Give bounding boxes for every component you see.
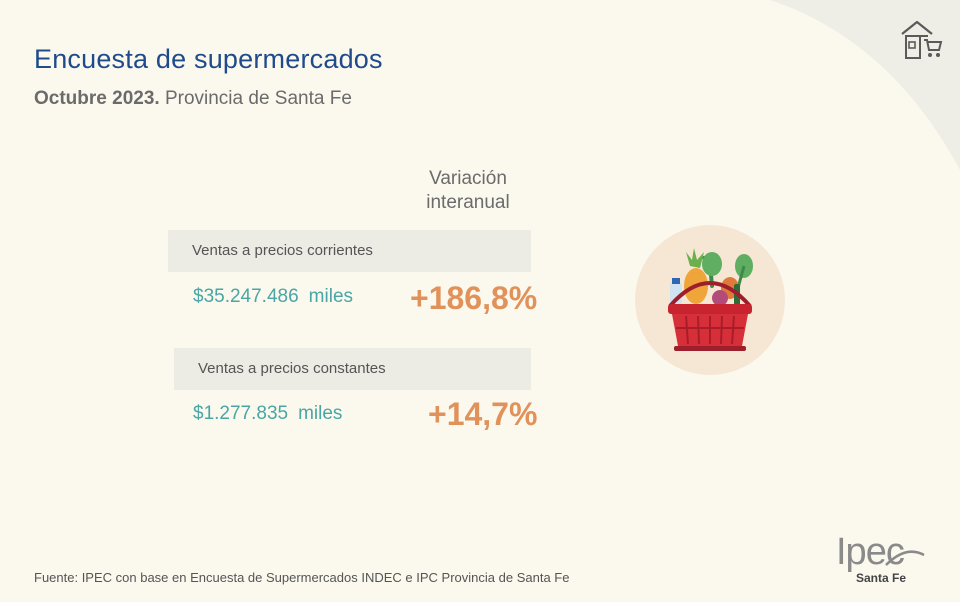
amount-current-prices: $35.247.486 miles (193, 286, 353, 308)
logo-swoosh-icon (885, 550, 925, 566)
amount-value: $1.277.835 (193, 403, 289, 424)
page-subtitle: Octubre 2023. Provincia de Santa Fe (34, 88, 352, 110)
amount-unit: miles (298, 403, 343, 424)
amount-value: $35.247.486 (193, 286, 299, 307)
grocery-basket-icon (634, 224, 786, 376)
logo-subtitle: Santa Fe (856, 571, 907, 585)
column-header-line1: Variación (429, 168, 507, 189)
amount-constant-prices: $1.277.835 miles (193, 403, 342, 425)
column-header-line2: interanual (426, 192, 510, 213)
change-current-prices: +186,8% (410, 280, 538, 316)
store-cart-icon (898, 18, 944, 62)
logo-wordmark: Ipec (836, 531, 905, 573)
subtitle-region: Provincia de Santa Fe (164, 88, 352, 109)
subtitle-period: Octubre 2023. (34, 88, 160, 109)
ipec-logo: Ipec Santa Fe (834, 531, 929, 590)
amount-unit: miles (308, 286, 354, 307)
source-note: Fuente: IPEC con base en Encuesta de Sup… (34, 570, 570, 585)
column-header-variation: Variación interanual (400, 167, 536, 215)
row-label-constant-prices: Ventas a precios constantes (174, 348, 531, 390)
row-label-current-prices: Ventas a precios corrientes (168, 230, 531, 272)
page-title: Encuesta de supermercados (34, 44, 383, 74)
change-constant-prices: +14,7% (428, 396, 538, 432)
